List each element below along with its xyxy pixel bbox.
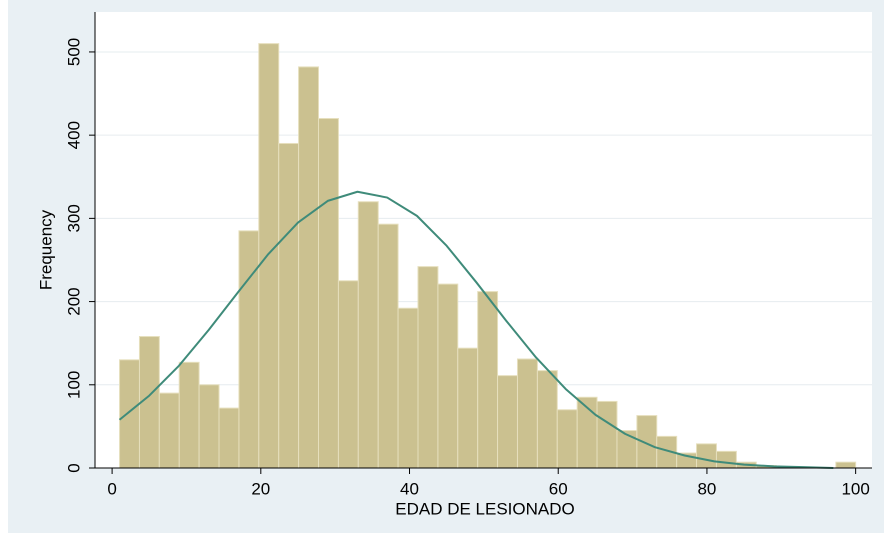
normal-curve <box>118 190 834 469</box>
bar <box>417 266 439 469</box>
bar <box>616 430 638 469</box>
bar <box>437 283 459 469</box>
bar <box>377 223 399 469</box>
bar <box>158 392 180 469</box>
bar <box>318 118 339 469</box>
bar <box>119 359 140 469</box>
bar <box>238 230 260 469</box>
bar <box>337 280 359 469</box>
x-tick-label: 80 <box>697 479 716 498</box>
bar <box>258 43 280 469</box>
bar <box>218 407 240 469</box>
y-tick-label: 400 <box>64 121 83 149</box>
bar <box>298 66 320 469</box>
bar <box>198 384 220 469</box>
y-tick-label: 500 <box>64 38 83 66</box>
y-tick-label: 100 <box>64 371 83 399</box>
y-axis-label: Frequency <box>36 209 55 290</box>
x-axis-label: EDAD DE LESIONADO <box>395 499 575 518</box>
bar <box>477 291 499 469</box>
bar <box>636 415 658 469</box>
bar <box>497 375 518 469</box>
bar <box>178 361 200 469</box>
x-tick-label: 40 <box>400 479 419 498</box>
bar <box>457 347 479 469</box>
bar <box>278 142 300 469</box>
y-tick-label: 0 <box>64 463 83 472</box>
x-tick-label: 0 <box>107 479 116 498</box>
x-tick-label: 20 <box>251 479 270 498</box>
y-tick-label: 300 <box>64 204 83 232</box>
bar <box>516 358 538 469</box>
bar <box>556 409 578 469</box>
bar <box>696 443 717 469</box>
x-tick-label: 100 <box>841 479 869 498</box>
x-tick-label: 60 <box>549 479 568 498</box>
y-tick-label: 200 <box>64 287 83 315</box>
bar <box>835 461 857 469</box>
bar <box>596 400 618 469</box>
bar <box>397 307 419 469</box>
bar <box>715 450 737 469</box>
bar <box>357 201 379 469</box>
bar <box>536 370 558 469</box>
